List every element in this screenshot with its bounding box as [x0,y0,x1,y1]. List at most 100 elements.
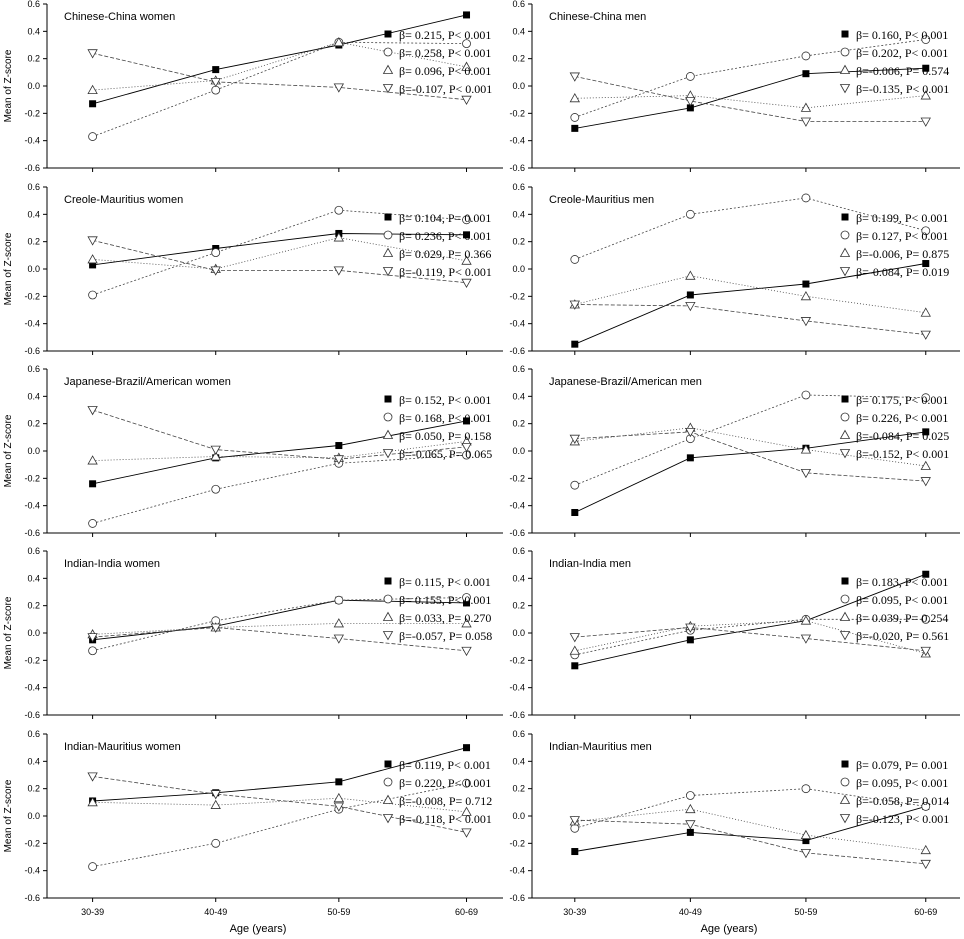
data-point-circle [88,519,97,528]
legend-marker-square [841,395,849,403]
y-tick-label: 0.4 [512,209,525,219]
chart-panel: 0.6 0.4 0.2 0.0 -0.2 -0.4 -0.6 30-39 40-49 50-59 6… [509,729,960,935]
legend-label: β= 0.050, P= 0.158 [399,429,491,443]
series-line-circle [92,41,467,137]
legend-label: β=-0.135, P< 0.001 [856,82,949,96]
data-point-square [686,828,694,836]
legend-label: β= 0.215, P< 0.001 [399,28,491,42]
data-point-triangle-up [87,254,98,264]
data-point-triangle-down [685,427,696,438]
y-axis-label: Mean of Z-score [3,414,14,487]
data-point-triangle-up [800,444,812,454]
chart-panel: 0.6 0.4 0.2 0.0 -0.2 -0.4 -0.6 Indian-India men… [509,546,960,720]
legend-marker-circle [840,47,850,57]
data-point-triangle-up [461,61,472,71]
y-tick-label: -0.2 [24,473,40,483]
data-point-triangle-down [210,445,221,455]
series-line-triangle-up [574,427,926,467]
legend-marker-triangle-up [382,429,394,439]
y-tick-label: 0.0 [512,811,525,821]
data-point-triangle-down [210,790,221,800]
series-line-triangle-up [574,275,926,314]
legend-label: β= 0.079, P= 0.001 [856,758,948,772]
y-tick-label: -0.4 [24,683,40,693]
series-line-circle [574,394,926,486]
data-point-triangle-up [461,255,472,265]
legend-label: β=-0.006, P= 0.574 [856,64,949,78]
data-point-triangle-down [210,266,221,276]
series-line-square [92,599,467,641]
data-point-triangle-up [87,84,98,94]
data-point-triangle-down [333,455,345,465]
series-line-triangle-up [574,95,926,109]
y-tick-label: -0.6 [24,346,40,356]
data-point-circle [211,838,221,848]
data-point-triangle-up [685,270,696,280]
data-point-triangle-up [920,90,931,100]
legend-marker-triangle-down [382,631,394,641]
data-point-triangle-down [569,816,580,826]
data-point-circle [921,802,931,811]
data-point-triangle-up [920,460,931,470]
panel-title: Indian-India men [549,558,631,570]
y-tick-label: -0.6 [24,893,40,903]
data-point-triangle-down [685,301,696,312]
data-point-circle [334,205,344,215]
legend-label: β=-0.065, P= 0.065 [399,447,492,461]
legend-marker-triangle-down [382,84,394,94]
y-tick-label: 0.2 [27,419,40,429]
series-line-square [92,747,467,802]
legend-marker-square [384,213,392,221]
chart-panel: 0.6 0.4 0.2 0.0 -0.2 -0.4 -0.6 Chinese-China me… [509,0,960,173]
data-point-triangle-up [569,92,580,103]
chart-panel: 0.6 0.4 0.2 0.0 -0.2 -0.4 -0.6 Mean of Z-score I… [3,546,503,720]
legend-label: β=-0.123, P< 0.001 [856,812,949,826]
data-point-square [802,837,810,845]
data-point-square [212,66,220,74]
y-tick-label: 0.4 [27,209,40,219]
y-tick-label: 0.4 [27,26,40,36]
data-point-square [89,261,97,269]
data-point-triangle-down [461,278,472,288]
y-tick-label: 0.4 [512,26,525,36]
data-point-circle [211,248,221,258]
y-tick-label: 0.2 [27,237,40,247]
series-line-circle [92,454,467,524]
legend-marker-triangle-down [839,267,851,277]
legend-label: β= 0.236, P< 0.001 [399,229,491,243]
data-point-circle [462,39,471,49]
data-point-triangle-down [920,330,931,340]
legend-label: β= 0.220, P< 0.001 [399,776,491,790]
legend-marker-triangle-down [839,84,851,94]
data-point-triangle-down [87,772,98,782]
panel-title: Creole-Mauritius women [64,194,183,206]
legend-label: β=-0.119, P< 0.001 [399,265,492,279]
data-point-triangle-up [87,797,98,807]
data-point-triangle-up [461,806,472,816]
legend-marker-triangle-down [839,814,851,824]
x-tick-label: 30-39 [81,907,104,917]
legend-marker-triangle-down [839,449,851,459]
y-tick-label: -0.2 [24,655,40,665]
data-point-circle [88,646,97,656]
y-tick-label: 0.4 [512,756,525,766]
x-tick-label: 50-59 [794,907,817,917]
data-point-square [335,442,343,450]
legend-label: β= 0.095, P< 0.001 [856,593,948,607]
data-point-square [335,778,343,786]
legend-marker-triangle-up [839,64,851,74]
data-point-square [463,417,471,425]
legend-label: β=-0.118, P< 0.001 [399,812,492,826]
data-point-triangle-up [800,615,812,625]
y-tick-label: -0.4 [509,683,525,693]
series-line-square [92,233,467,266]
data-point-square [686,104,694,112]
y-tick-label: 0.2 [27,54,40,64]
data-point-square [922,260,930,268]
data-point-triangle-down [685,820,696,830]
legend-marker-square [841,760,849,768]
data-point-square [89,480,97,488]
data-point-triangle-down [210,623,221,633]
series-line-square [92,14,467,105]
series-line-triangle-down [92,239,467,284]
